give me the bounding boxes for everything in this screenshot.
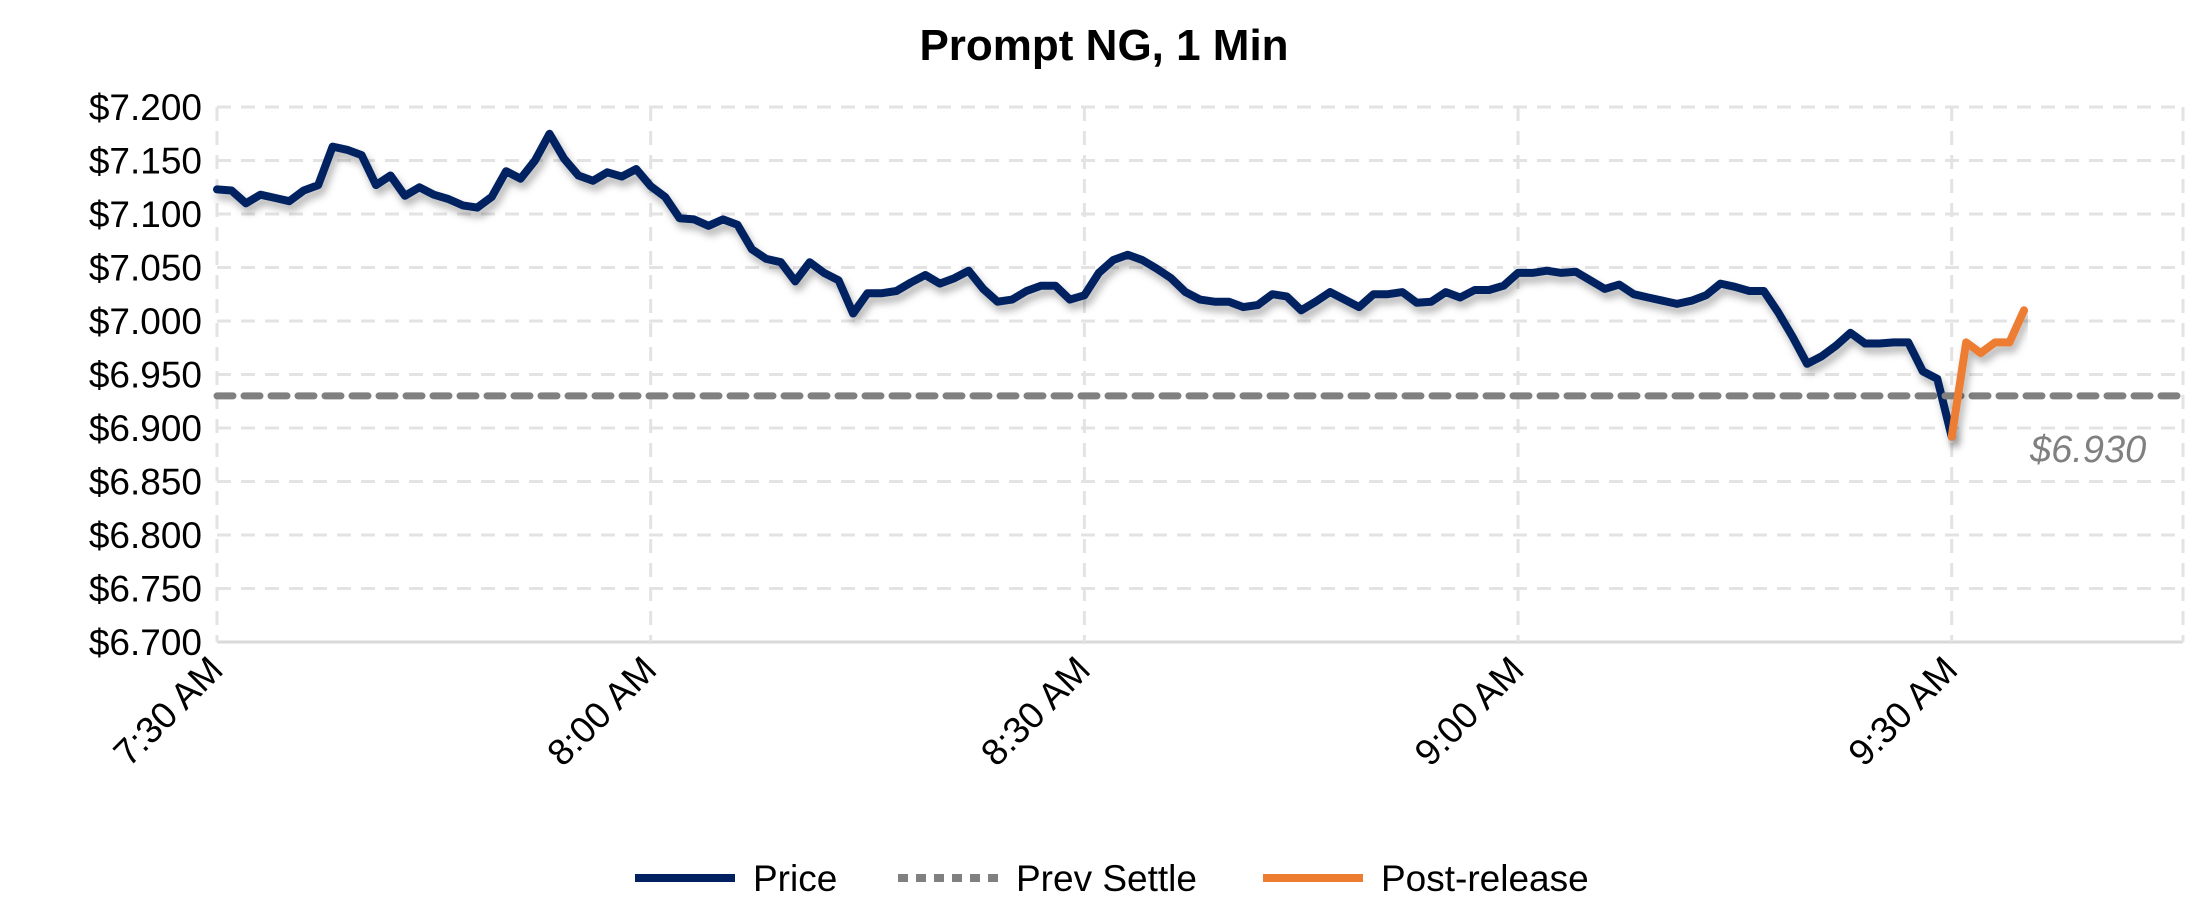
y-tick-label: $6.700 bbox=[89, 622, 202, 663]
y-tick-label: $6.750 bbox=[89, 569, 202, 610]
y-tick-label: $7.150 bbox=[89, 141, 202, 182]
x-axis-ticks: 7:30 AM 8:00 AM 8:30 AM 9:00 AM 9:30 AM bbox=[106, 649, 1966, 774]
y-tick-label: $7.200 bbox=[89, 87, 202, 128]
legend: Price Prev Settle Post-release bbox=[635, 858, 1589, 899]
grid bbox=[215, 105, 2185, 644]
y-tick-label: $7.100 bbox=[89, 194, 202, 235]
x-tick-label: 9:30 AM bbox=[1840, 649, 1965, 774]
legend-label: Post-release bbox=[1381, 858, 1589, 899]
legend-label: Prev Settle bbox=[1016, 858, 1197, 899]
chart-title: Prompt NG, 1 Min bbox=[919, 21, 1288, 70]
post-release-line bbox=[1947, 306, 2028, 441]
y-tick-label: $6.900 bbox=[89, 408, 202, 449]
y-axis-ticks: $6.700 $6.750 $6.800 $6.850 $6.900 $6.950 $7.0… bbox=[89, 87, 202, 663]
x-tick-label: 7:30 AM bbox=[106, 649, 231, 774]
y-tick-label: $6.800 bbox=[89, 515, 202, 556]
y-tick-label: $7.000 bbox=[89, 301, 202, 342]
series-lines bbox=[213, 129, 2187, 441]
x-tick-label: 9:00 AM bbox=[1407, 649, 1532, 774]
x-tick-label: 8:00 AM bbox=[539, 649, 664, 774]
price-line bbox=[213, 129, 1956, 441]
y-tick-label: $6.850 bbox=[89, 462, 202, 503]
prev-settle-label: $6.930 bbox=[2029, 429, 2146, 471]
legend-label: Price bbox=[753, 858, 837, 899]
x-tick-label: 8:30 AM bbox=[973, 649, 1098, 774]
y-tick-label: $7.050 bbox=[89, 248, 202, 289]
y-tick-label: $6.950 bbox=[89, 355, 202, 396]
